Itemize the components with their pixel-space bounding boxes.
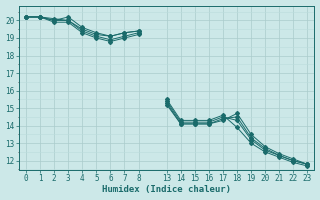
X-axis label: Humidex (Indice chaleur): Humidex (Indice chaleur)	[102, 185, 231, 194]
